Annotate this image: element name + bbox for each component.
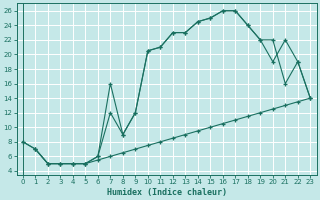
X-axis label: Humidex (Indice chaleur): Humidex (Indice chaleur) — [107, 188, 227, 197]
